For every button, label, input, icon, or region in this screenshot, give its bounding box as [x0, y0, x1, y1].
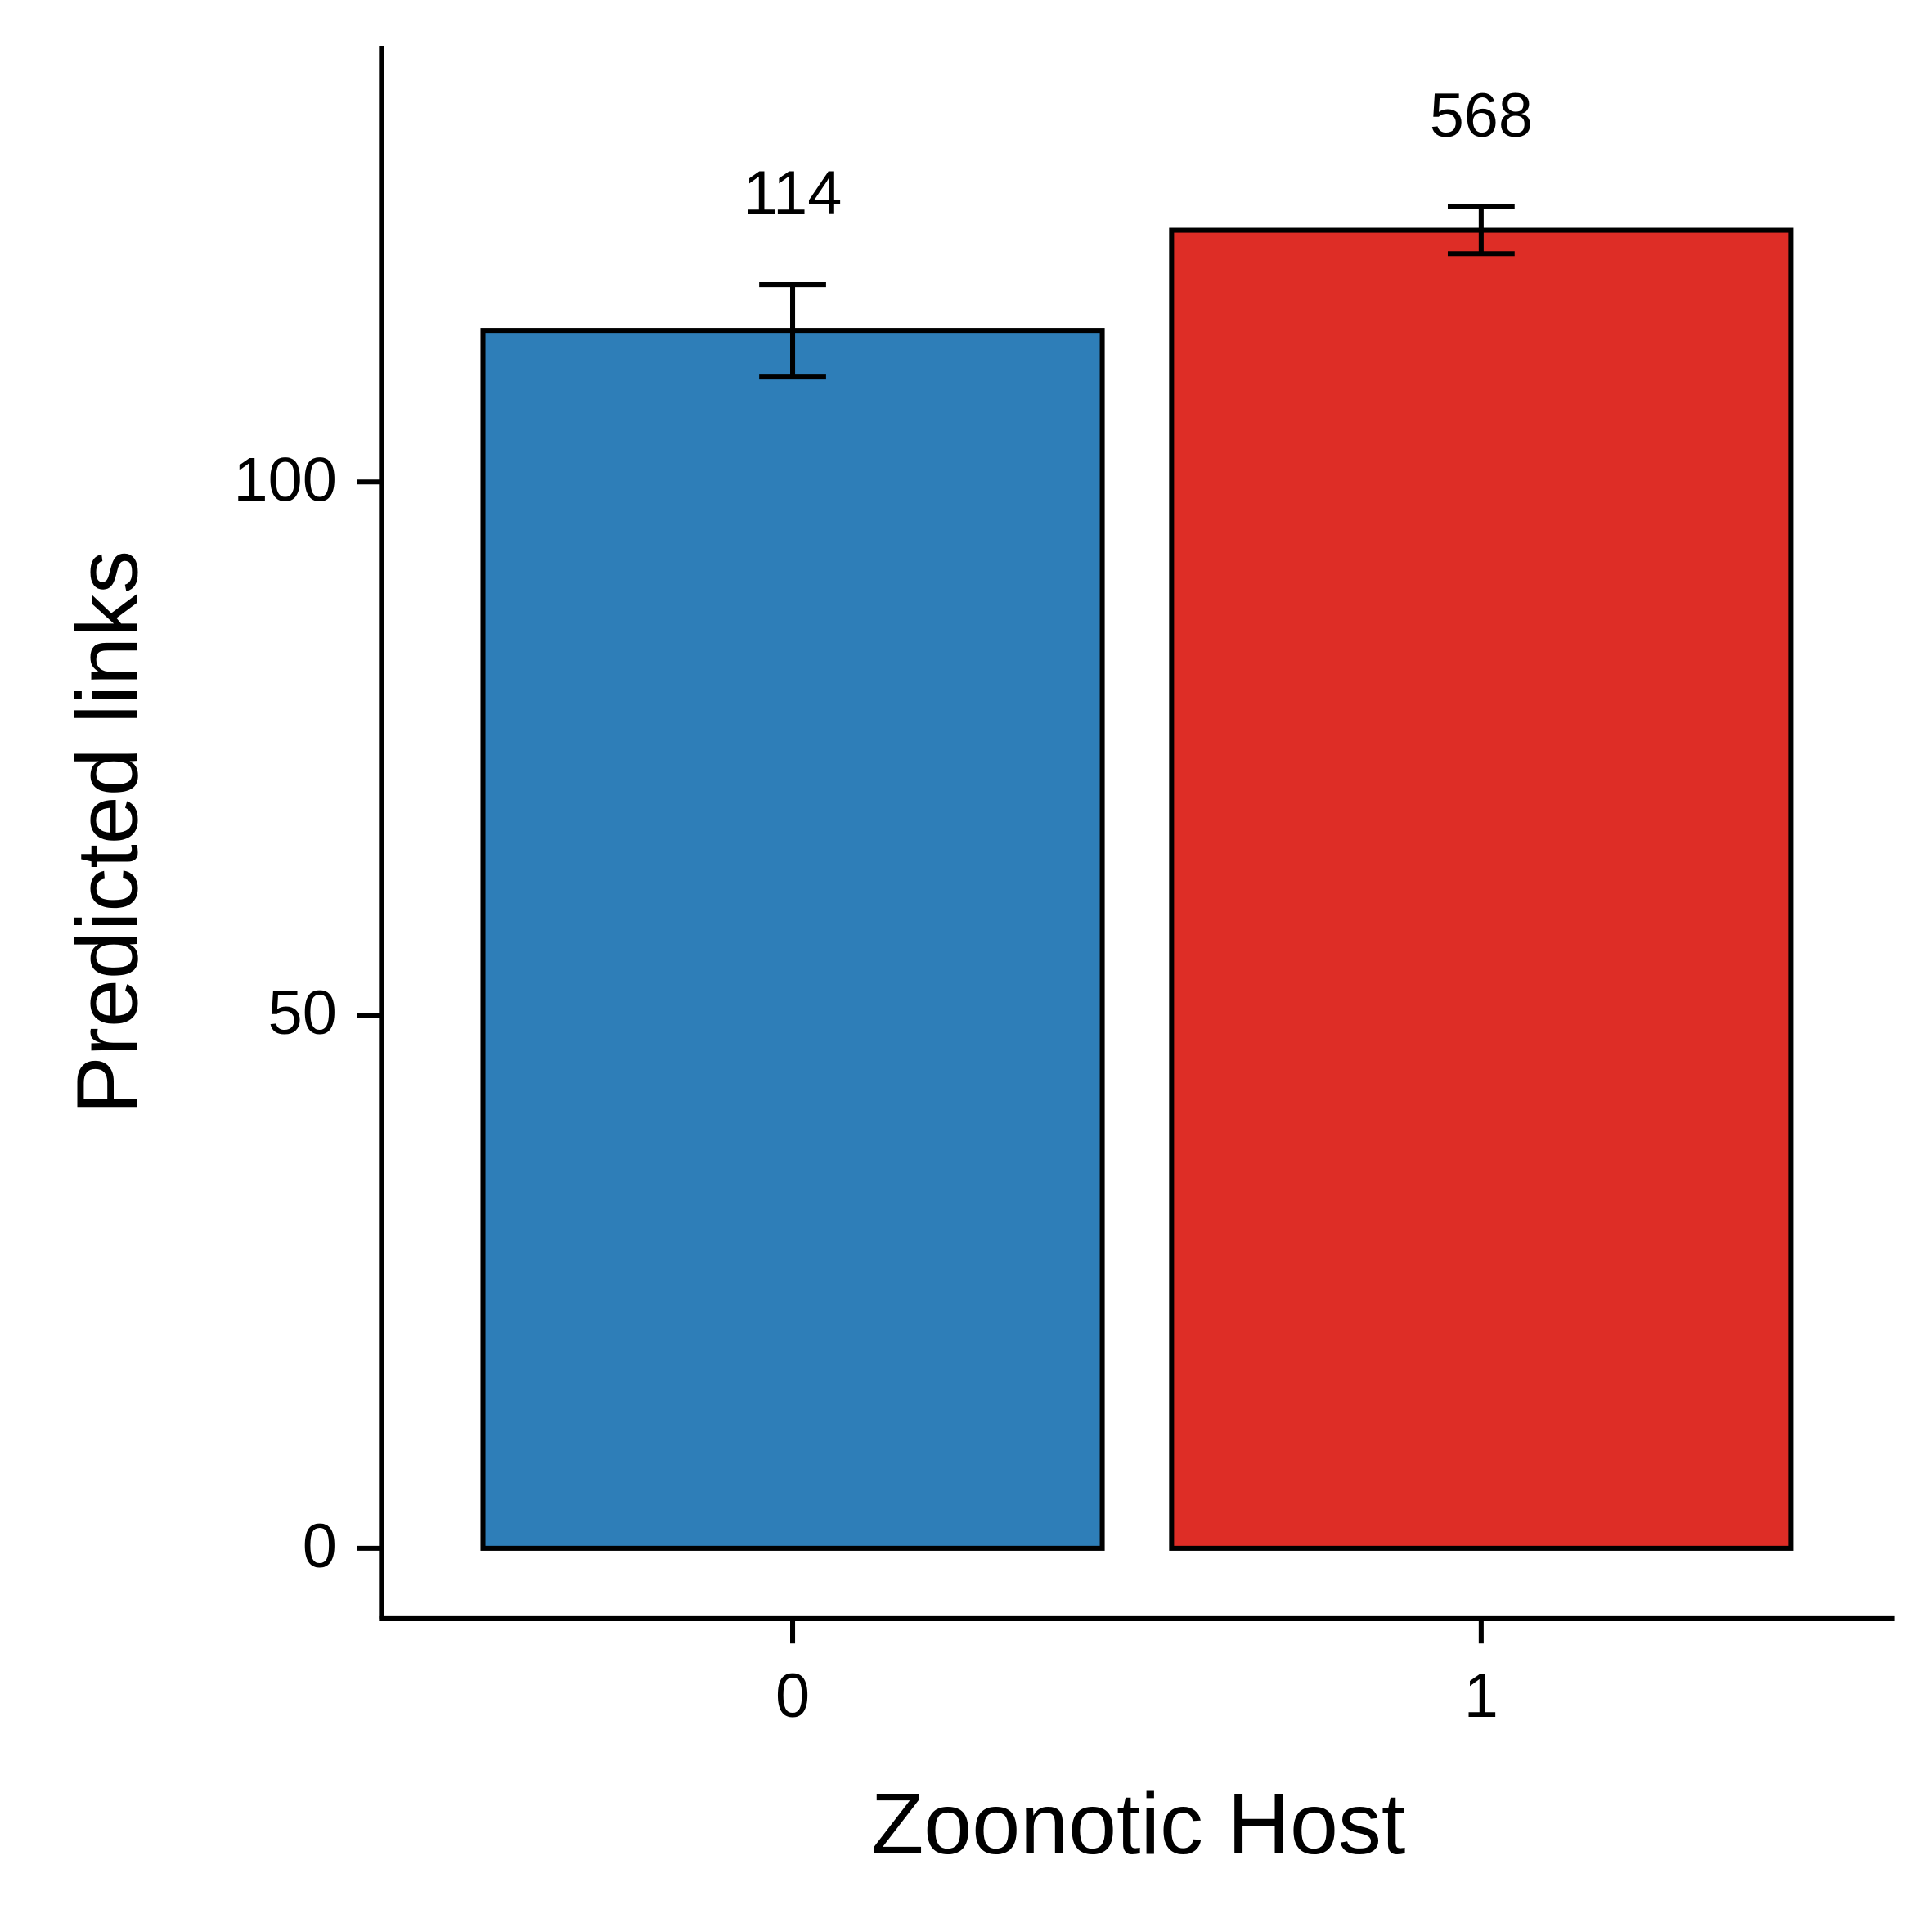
x-axis-title: Zoonotic Host [871, 1776, 1406, 1872]
bar [1169, 227, 1794, 1551]
x-tick-label: 1 [1464, 1661, 1498, 1731]
bar [480, 328, 1105, 1551]
count-label: 568 [1430, 81, 1533, 151]
y-tick-label: 0 [303, 1512, 337, 1581]
y-tick-label: 100 [234, 445, 337, 514]
x-tick-label: 0 [775, 1661, 810, 1731]
y-axis-title: Predicted links [59, 550, 155, 1114]
y-tick-label: 50 [268, 978, 337, 1048]
count-label: 114 [744, 159, 842, 228]
